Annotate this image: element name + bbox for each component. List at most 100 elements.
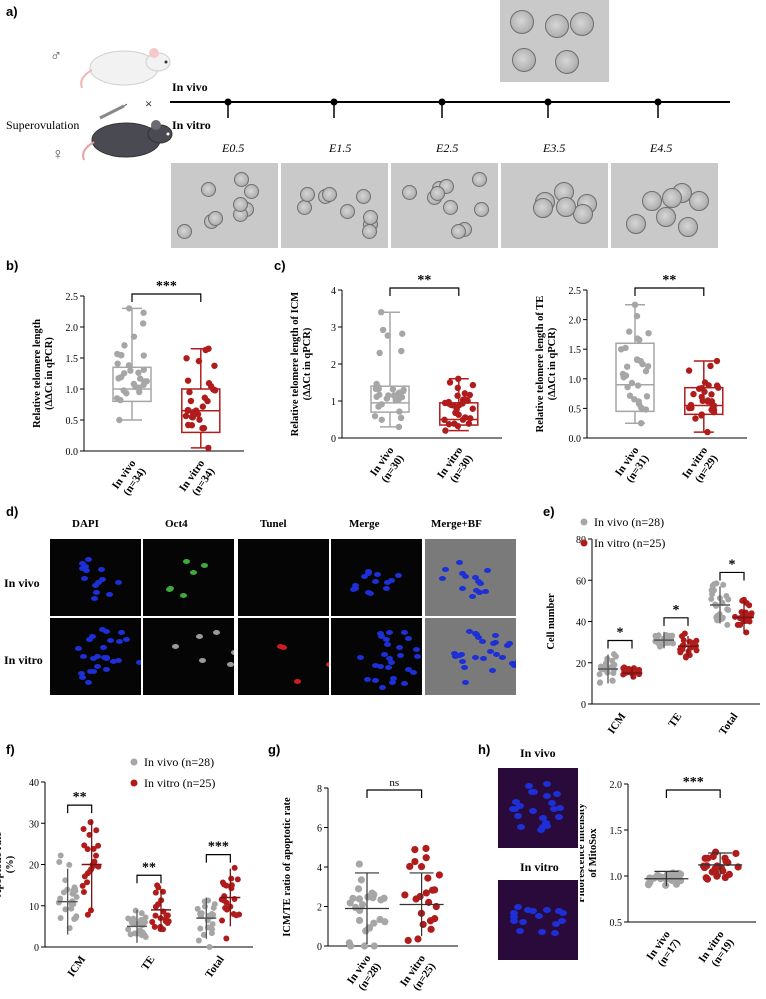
nucleus-dot — [509, 913, 518, 920]
data-point — [149, 918, 156, 925]
data-point — [735, 621, 742, 628]
data-point — [633, 312, 641, 320]
nucleus-dot — [455, 652, 463, 658]
data-point — [135, 369, 142, 376]
data-point — [702, 874, 710, 882]
data-point — [140, 309, 147, 316]
data-point — [656, 643, 663, 650]
y-axis-label: Cell number — [546, 593, 557, 650]
embryo-cell — [234, 172, 250, 188]
data-point — [130, 915, 137, 922]
data-point — [185, 421, 192, 429]
nucleus-dot — [439, 575, 447, 581]
y-tick-label: 2.0 — [569, 316, 582, 327]
data-point — [623, 363, 631, 370]
significance-label: *** — [208, 840, 229, 855]
data-point — [192, 407, 200, 414]
data-point — [635, 398, 642, 405]
nucleus-dot — [166, 586, 174, 592]
nucleus-dot — [78, 566, 86, 572]
embryo-cell — [510, 10, 534, 34]
x-tick-label: TE — [139, 954, 157, 973]
y-tick-label: 1.5 — [569, 345, 582, 356]
data-point — [199, 425, 206, 432]
y-tick-label: 0 — [581, 700, 586, 711]
data-point — [442, 427, 449, 434]
data-point — [93, 827, 100, 834]
nucleus-dot — [85, 680, 93, 686]
embryo-cell — [662, 188, 683, 209]
data-point — [596, 671, 603, 678]
data-point — [136, 375, 144, 382]
nucleus-dot — [171, 644, 179, 650]
data-point — [713, 357, 721, 365]
data-point — [358, 901, 367, 909]
fluorescence-image — [143, 539, 234, 616]
data-point — [125, 362, 133, 369]
data-point — [121, 342, 128, 349]
data-point — [163, 912, 170, 919]
data-point — [219, 917, 226, 924]
data-point — [723, 592, 730, 599]
nucleus-dot — [413, 653, 421, 659]
y-tick-label: 20 — [576, 659, 586, 670]
nucleus-dot — [136, 659, 141, 665]
data-point — [748, 610, 755, 617]
nucleus-dot — [107, 638, 115, 644]
y-axis-label: (%) — [5, 855, 16, 873]
nucleus-dot — [385, 664, 393, 670]
data-point — [645, 879, 653, 888]
significance-bracket — [607, 639, 633, 649]
data-point — [414, 935, 422, 943]
panel-b-letter: b) — [6, 258, 19, 273]
data-point — [662, 881, 670, 889]
data-point — [211, 386, 218, 394]
nucleus-dot — [115, 657, 123, 663]
data-point — [142, 914, 149, 921]
data-point — [398, 347, 405, 355]
data-point — [704, 854, 712, 862]
data-point — [466, 391, 474, 399]
data-point — [455, 375, 462, 382]
data-point — [152, 903, 159, 910]
embryo-cell — [545, 14, 569, 38]
data-point — [690, 390, 697, 398]
nucleus-dot — [472, 655, 480, 661]
data-point — [643, 393, 651, 400]
nucleus-dot — [475, 589, 483, 595]
y-tick-label: 1 — [331, 397, 336, 408]
x-tick-label: Total — [203, 954, 227, 981]
significance-bracket — [136, 874, 162, 884]
data-point — [117, 352, 125, 359]
data-point — [427, 925, 435, 933]
embryo-cell — [689, 190, 710, 211]
nucleus-dot — [123, 636, 131, 642]
data-point — [411, 857, 419, 866]
nucleus-dot — [81, 563, 89, 569]
data-point — [411, 845, 419, 854]
nucleus-dot — [198, 658, 206, 664]
data-point — [84, 911, 91, 918]
data-point — [422, 854, 430, 862]
data-point — [707, 362, 714, 370]
data-point — [116, 416, 123, 424]
data-point — [115, 375, 122, 382]
data-point — [195, 357, 203, 365]
embryo-micrograph — [281, 163, 388, 248]
nucleus-dot — [543, 780, 552, 787]
data-point — [139, 320, 147, 327]
nucleus-dot — [515, 802, 524, 809]
timepoint-label: E1.5 — [329, 141, 352, 155]
nucleus-dot — [450, 650, 458, 656]
y-tick-label: 2.5 — [66, 292, 79, 303]
data-point — [461, 414, 469, 421]
nucleus-dot — [460, 664, 468, 670]
significance-label: * — [673, 603, 680, 618]
embryo-cell — [573, 203, 594, 224]
nucleus-dot — [541, 819, 550, 826]
chart-c-icm: 0 1 2 3 4 Relative telomere length of ICM (ΔΔC… — [290, 273, 502, 485]
panel-g-letter: g) — [268, 742, 281, 757]
data-point — [732, 849, 740, 858]
timeline-ticks — [224, 98, 662, 118]
data-point — [80, 889, 87, 896]
